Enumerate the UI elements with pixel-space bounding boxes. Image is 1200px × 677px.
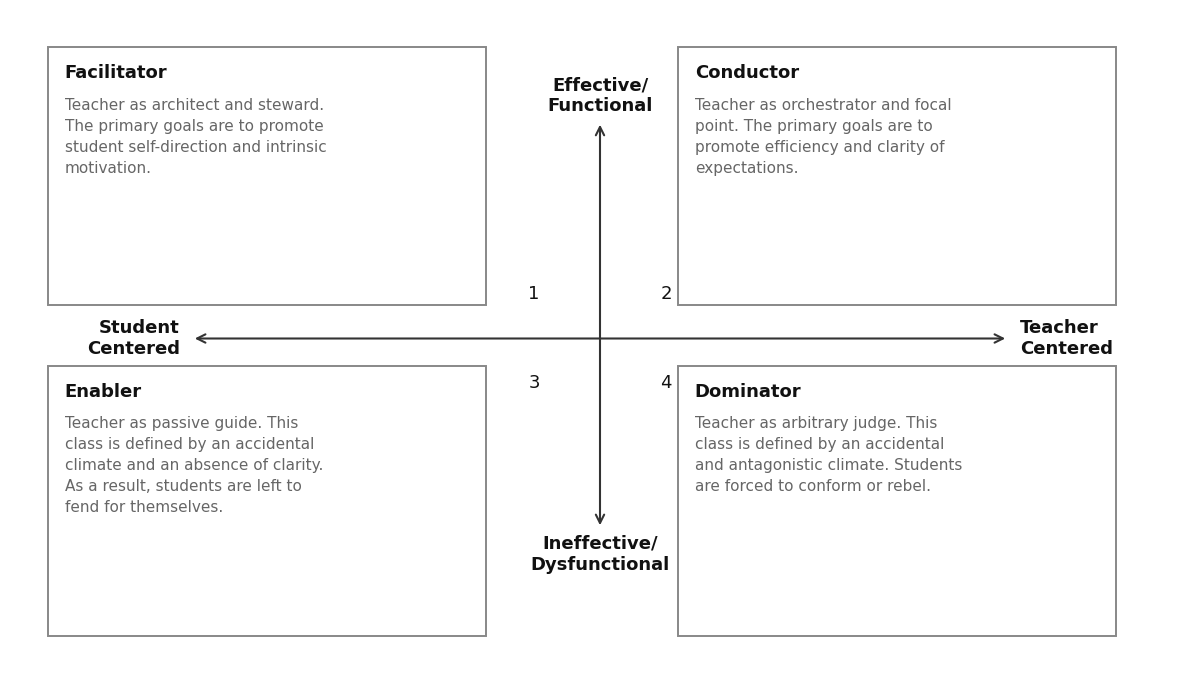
- Text: Dominator: Dominator: [695, 383, 802, 401]
- FancyBboxPatch shape: [48, 47, 486, 305]
- Text: Enabler: Enabler: [65, 383, 142, 401]
- Text: 1: 1: [528, 285, 540, 303]
- Text: Student
Centered: Student Centered: [88, 319, 180, 358]
- Text: Teacher as arbitrary judge. This
class is defined by an accidental
and antagonis: Teacher as arbitrary judge. This class i…: [695, 416, 962, 494]
- Text: Facilitator: Facilitator: [65, 64, 168, 83]
- Text: 2: 2: [660, 285, 672, 303]
- Text: Ineffective/
Dysfunctional: Ineffective/ Dysfunctional: [530, 535, 670, 573]
- Text: 4: 4: [660, 374, 672, 392]
- FancyBboxPatch shape: [48, 366, 486, 636]
- Text: Teacher as orchestrator and focal
point. The primary goals are to
promote effici: Teacher as orchestrator and focal point.…: [695, 98, 952, 176]
- Text: Conductor: Conductor: [695, 64, 799, 83]
- FancyBboxPatch shape: [678, 47, 1116, 305]
- Text: Effective/
Functional: Effective/ Functional: [547, 77, 653, 115]
- FancyBboxPatch shape: [678, 366, 1116, 636]
- Text: Teacher as passive guide. This
class is defined by an accidental
climate and an : Teacher as passive guide. This class is …: [65, 416, 323, 515]
- Text: Teacher
Centered: Teacher Centered: [1020, 319, 1114, 358]
- Text: 3: 3: [528, 374, 540, 392]
- Text: Teacher as architect and steward.
The primary goals are to promote
student self-: Teacher as architect and steward. The pr…: [65, 98, 326, 176]
